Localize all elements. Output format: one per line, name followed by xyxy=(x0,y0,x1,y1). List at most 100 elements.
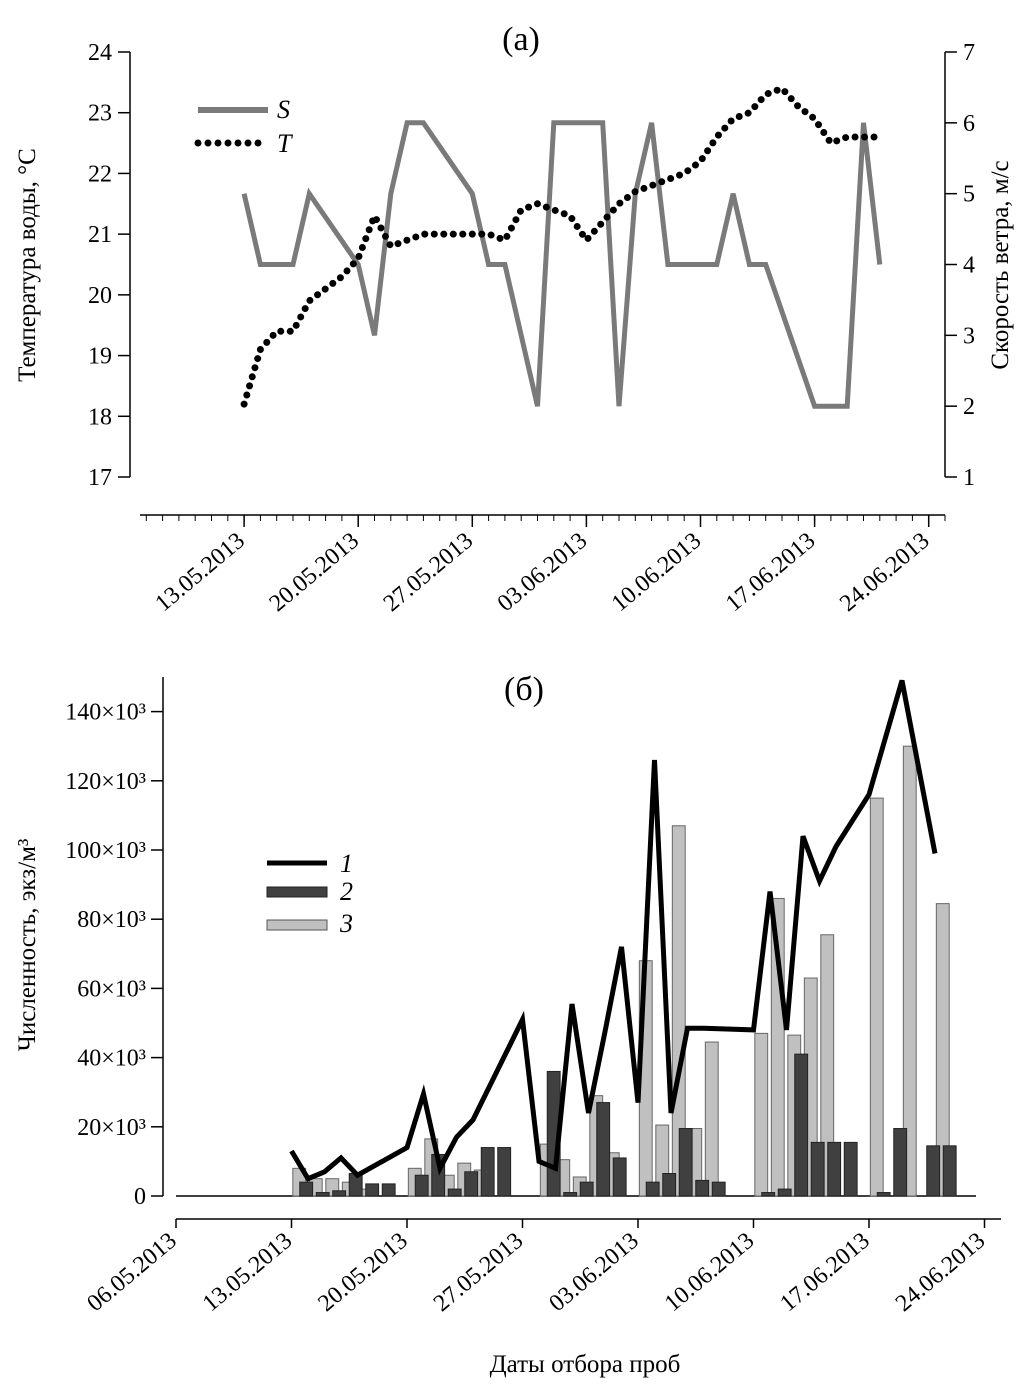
left-y-tick-label: 18 xyxy=(88,404,112,430)
bar-series-2 xyxy=(662,1173,677,1197)
x-tick-label: 06.05.2013 xyxy=(82,1228,181,1317)
x-tick-label: 13.05.2013 xyxy=(198,1228,297,1317)
bar-series-2 xyxy=(332,1190,347,1197)
bar-series-2 xyxy=(942,1145,957,1197)
left-y-tick-label: 17 xyxy=(88,465,112,491)
left-y-tick-label: 19 xyxy=(88,344,112,370)
panel-a-ylabel: Температура воды, °С xyxy=(14,148,41,382)
bar-series-2 xyxy=(315,1192,330,1197)
bar-series-3 xyxy=(704,1041,719,1197)
panel-b-label: (б) xyxy=(504,671,544,708)
y-tick-label: 60×10³ xyxy=(77,976,146,1002)
bar-series-2 xyxy=(893,1128,908,1197)
x-tick-label: 13.05.2013 xyxy=(151,528,250,617)
bar-series-2 xyxy=(414,1174,429,1197)
bar-series-2 xyxy=(563,1192,578,1197)
bar-series-2 xyxy=(761,1192,776,1197)
left-y-tick-label: 21 xyxy=(88,222,112,248)
bar-series-2 xyxy=(447,1188,462,1197)
x-tick-label: 17.06.2013 xyxy=(721,528,820,617)
panel-a-y2label: Скорость ветра, м/с xyxy=(987,160,1014,369)
panel-b-line xyxy=(289,679,938,1182)
panel-a-left-ticks: 17 18 19 20 21 22 23 24 xyxy=(88,40,130,491)
y-tick-label: 140×10³ xyxy=(65,700,146,726)
series-line-s xyxy=(241,120,883,409)
bar-series-2 xyxy=(579,1181,594,1197)
legend-2-swatch xyxy=(266,886,328,898)
panel-b-y-ticks: 0 20×10³ 40×10³ 60×10³ 80×10³ 100×10³ 120×10³ 1… xyxy=(65,700,163,1210)
bar-series-2 xyxy=(711,1181,726,1197)
bar-series-2 xyxy=(365,1183,380,1197)
bar-series-3 xyxy=(869,797,884,1197)
x-tick-label: 24.06.2013 xyxy=(891,1228,990,1317)
bar-series-3 xyxy=(754,1032,769,1197)
bar-series-2 xyxy=(695,1179,710,1197)
bar-series-2 xyxy=(678,1128,693,1197)
y-tick-label: 20×10³ xyxy=(77,1115,146,1141)
panel-b-x-ticks: 06.05.2013 13.05.2013 20.05.2013 27.05.2013… xyxy=(82,1219,990,1317)
bar-series-2 xyxy=(645,1181,660,1197)
x-tick-label: 17.06.2013 xyxy=(775,1228,874,1317)
y-tick-label: 100×10³ xyxy=(65,838,146,864)
right-y-tick-label: 7 xyxy=(963,40,975,66)
bar-series-2 xyxy=(810,1141,825,1197)
bar-series-2 xyxy=(926,1145,941,1197)
x-tick-label: 03.06.2013 xyxy=(493,528,592,617)
legend-s-label: S xyxy=(277,95,290,124)
panel-b-chart: (б) 0 20×10³ 40×10³ 60×10³ 80×10³ 100×10³ 120×… xyxy=(14,671,1001,1378)
panel-a-legend: S T xyxy=(194,95,293,158)
bar-series-2 xyxy=(777,1188,792,1197)
x-tick-label: 03.06.2013 xyxy=(544,1228,643,1317)
panel-a-axes xyxy=(129,52,946,516)
right-y-tick-label: 6 xyxy=(963,111,975,137)
series-line-t xyxy=(240,84,884,408)
panel-a-x-ticks: 13.05.2013 20.05.2013 27.05.2013 03.06.2013… xyxy=(145,515,946,617)
right-y-tick-label: 2 xyxy=(963,394,975,420)
left-y-tick-label: 24 xyxy=(88,40,112,66)
bar-series-2 xyxy=(827,1141,842,1197)
x-tick-label: 10.06.2013 xyxy=(607,528,706,617)
bar-series-2 xyxy=(497,1147,512,1197)
bar-series-2 xyxy=(480,1147,495,1197)
panel-a-label: (а) xyxy=(502,21,540,58)
bar-series-2 xyxy=(794,1053,809,1197)
bar-series-2 xyxy=(299,1181,314,1197)
panel-b-xlabel: Даты отбора проб xyxy=(490,1351,681,1378)
x-tick-label: 20.05.2013 xyxy=(313,1228,412,1317)
legend-3-swatch xyxy=(266,919,328,931)
legend-2-label: 2 xyxy=(340,877,353,906)
bar-series-2 xyxy=(612,1157,627,1197)
x-tick-label: 10.06.2013 xyxy=(660,1228,759,1317)
panel-b-legend: 1 2 3 xyxy=(266,849,353,938)
panel-a-right-ticks: 1 2 3 4 5 6 7 xyxy=(945,40,975,491)
right-y-tick-label: 5 xyxy=(963,182,975,208)
bar-series-2 xyxy=(596,1102,611,1197)
bar-series-2 xyxy=(464,1171,479,1197)
bar-series-2 xyxy=(843,1141,858,1197)
x-tick-label: 27.05.2013 xyxy=(429,1228,528,1317)
y-tick-label: 0 xyxy=(134,1184,146,1210)
legend-t-label: T xyxy=(277,129,293,158)
right-y-tick-label: 1 xyxy=(963,465,975,491)
left-y-tick-label: 20 xyxy=(88,283,112,309)
x-tick-label: 24.06.2013 xyxy=(835,528,934,617)
series-line-1 xyxy=(289,679,938,1182)
right-y-tick-label: 3 xyxy=(963,323,975,349)
panel-a-series xyxy=(240,84,884,409)
x-tick-label: 20.05.2013 xyxy=(265,528,364,617)
y-tick-label: 80×10³ xyxy=(77,907,146,933)
right-y-tick-label: 4 xyxy=(963,253,975,279)
panel-b-ylabel: Численность, экз/м³ xyxy=(14,838,41,1051)
bar-series-3 xyxy=(902,745,917,1197)
legend-1-label: 1 xyxy=(340,849,353,878)
left-y-tick-label: 22 xyxy=(88,161,112,187)
left-y-tick-label: 23 xyxy=(88,101,112,127)
legend-3-label: 3 xyxy=(339,909,353,938)
y-tick-label: 40×10³ xyxy=(77,1046,146,1072)
y-tick-label: 120×10³ xyxy=(65,769,146,795)
bar-series-2 xyxy=(876,1192,891,1197)
x-tick-label: 27.05.2013 xyxy=(379,528,478,617)
bar-series-2 xyxy=(381,1183,396,1197)
